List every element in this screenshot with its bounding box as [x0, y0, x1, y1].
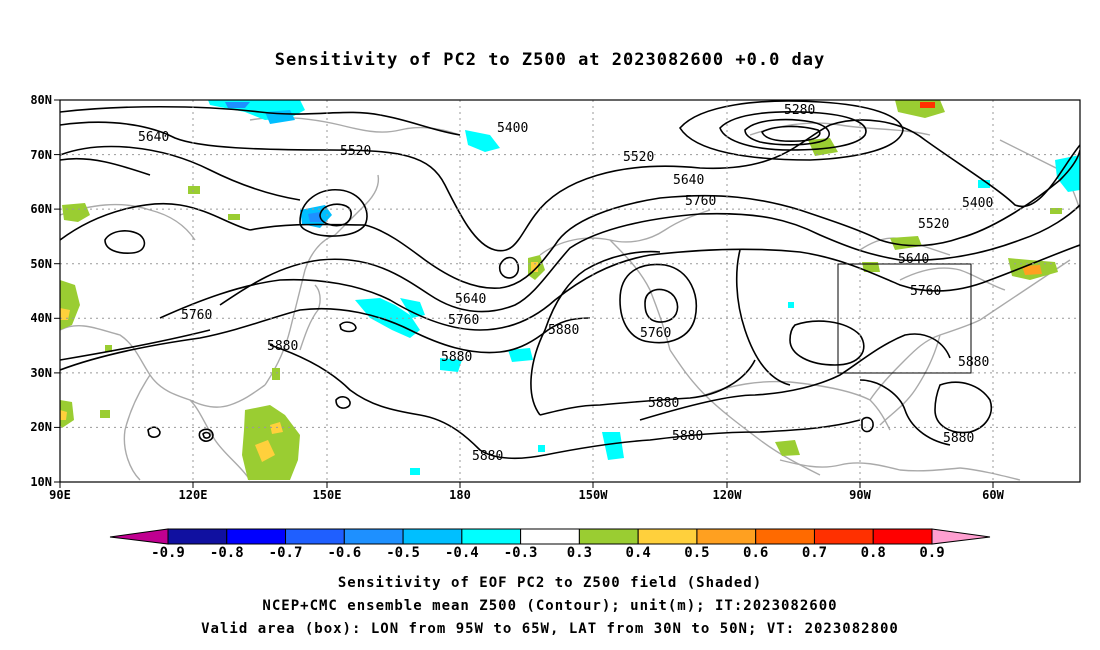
contour-label: 5760: [640, 326, 671, 341]
longitude-labels: 90E 120E 150E 180 150W 120W 90W 60W: [49, 488, 1004, 502]
contour-label: 5640: [898, 252, 929, 267]
contour-label: 5520: [623, 150, 654, 165]
contour-label: 5640: [138, 130, 169, 145]
colorbar-cell: [226, 528, 287, 545]
contour-label: 5760: [685, 194, 716, 209]
latitude-labels: 80N 70N 60N 50N 40N 30N 20N 10N: [30, 93, 52, 489]
contour-label: 5880: [648, 396, 679, 411]
colorbar-label: 0.7: [802, 545, 827, 561]
colorbar: -0.9 -0.8 -0.7 -0.6 -0.5 -0.4 -0.3 0.3 0.4 0.5 0.6…: [109, 528, 991, 561]
contour-label: 5880: [548, 323, 579, 338]
colorbar-label: -0.7: [269, 545, 303, 561]
contour-label: 5760: [448, 313, 479, 328]
contour-label: 5640: [455, 292, 486, 307]
lon-label: 150W: [579, 488, 609, 502]
contour-label: 5760: [181, 308, 212, 323]
colorbar-label: -0.9: [151, 545, 185, 561]
footer-line-shaded: Sensitivity of EOF PC2 to Z500 field (Sh…: [337, 575, 763, 591]
colorbar-label: 0.3: [567, 545, 592, 561]
colorbar-low-arrow: [109, 528, 169, 545]
footer-line-contour: NCEP+CMC ensemble mean Z500 (Contour); u…: [262, 598, 838, 614]
colorbar-cell: [696, 528, 757, 545]
colorbar-label: 0.8: [861, 545, 886, 561]
lon-label: 90W: [849, 488, 871, 502]
contour-label: 5880: [267, 339, 298, 354]
contour-label: 5880: [672, 429, 703, 444]
contour-label: 5640: [673, 173, 704, 188]
contour-label: 5400: [497, 121, 528, 136]
colorbar-label: 0.9: [919, 545, 944, 561]
contour-label: 5880: [472, 449, 503, 464]
gridlines: [60, 100, 1080, 482]
colorbar-cell: [578, 528, 639, 545]
valid-area-box: [837, 263, 972, 374]
contour-label: 5880: [441, 350, 472, 365]
contour-labels: 5280 5400 5400 5520 5520 5520 5640 5640 …: [138, 103, 993, 464]
lat-label: 30N: [30, 366, 52, 380]
colorbar-label: -0.8: [210, 545, 244, 561]
lat-label: 80N: [30, 93, 52, 107]
lat-label: 40N: [30, 311, 52, 325]
lon-label: 60W: [982, 488, 1004, 502]
contour-label: 5760: [910, 284, 941, 299]
colorbar-high-arrow: [931, 528, 991, 545]
lat-label: 20N: [30, 420, 52, 434]
contour-label: 5880: [958, 355, 989, 370]
colorbar-label: -0.5: [386, 545, 420, 561]
lon-label: 120E: [179, 488, 208, 502]
contour-label: 5400: [962, 196, 993, 211]
colorbar-cell: [520, 528, 580, 545]
colorbar-label: 0.5: [684, 545, 709, 561]
lat-label: 10N: [30, 475, 52, 489]
lat-label: 60N: [30, 202, 52, 216]
colorbar-cell: [755, 528, 815, 545]
contour-label: 5520: [918, 217, 949, 232]
lat-label: 50N: [30, 257, 52, 271]
colorbar-label: 0.4: [626, 545, 651, 561]
colorbar-cell: [285, 528, 345, 545]
colorbar-cell: [402, 528, 463, 545]
colorbar-cell: [637, 528, 698, 545]
colorbar-cell: [461, 528, 522, 545]
colorbar-label: 0.6: [743, 545, 768, 561]
map-title: Sensitivity of PC2 to Z500 at 2023082600…: [274, 50, 826, 70]
colorbar-label: -0.3: [504, 545, 538, 561]
colorbar-label: -0.4: [445, 545, 479, 561]
colorbar-cell: [872, 528, 933, 545]
plot-frame: [59, 99, 1081, 483]
colorbar-cell: [167, 528, 228, 545]
contour-label: 5880: [943, 431, 974, 446]
axis-ticks: [54, 99, 994, 488]
lon-label: 120W: [713, 488, 743, 502]
lat-label: 70N: [30, 148, 52, 162]
contour-label: 5520: [340, 144, 371, 159]
colorbar-cell: [813, 528, 874, 545]
lon-label: 150E: [313, 488, 342, 502]
lon-label: 180: [449, 488, 471, 502]
colorbar-cell: [343, 528, 404, 545]
footer-line-valid-area: Valid area (box): LON from 95W to 65W, L…: [201, 621, 899, 637]
contour-label: 5280: [784, 103, 815, 118]
lon-label: 90E: [49, 488, 71, 502]
colorbar-label: -0.6: [327, 545, 361, 561]
